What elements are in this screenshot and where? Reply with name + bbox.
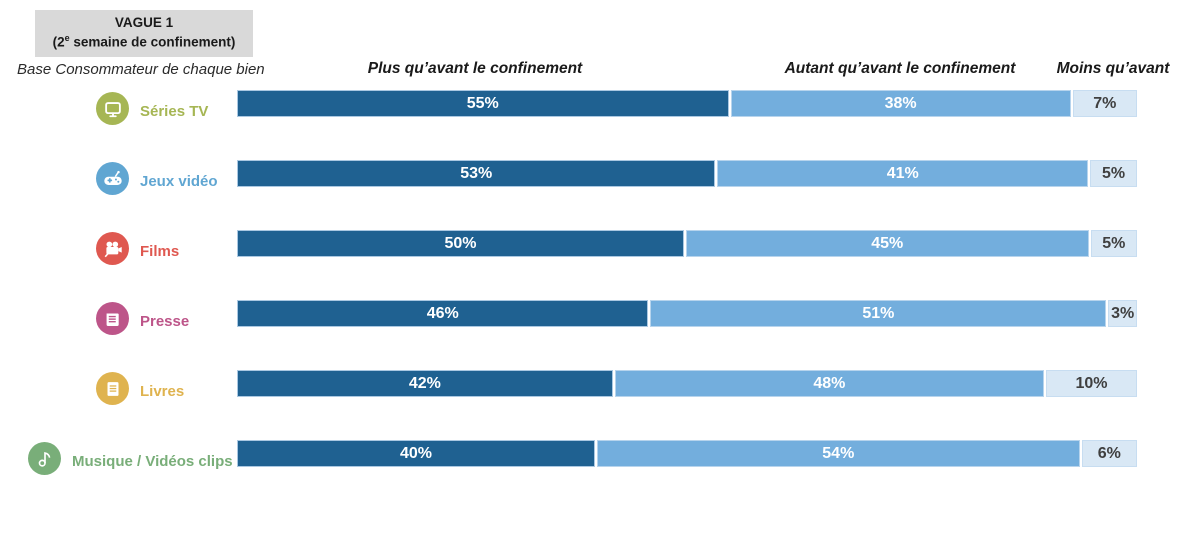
tv-icon [96, 92, 129, 125]
bar-segment-plus: 46% [237, 300, 649, 327]
category-label-group: Presse [96, 302, 189, 335]
chart-row: Musique / Vidéos clips 40% 54% 6% [0, 440, 1200, 510]
base-note: Base Consommateur de chaque bien [17, 61, 265, 78]
chart-rows: Séries TV 55% 38% 7% Jeux vidéo 53% 41% 5% Films… [0, 90, 1200, 510]
bar-segment-plus: 42% [237, 370, 613, 397]
bar-segment-moins: 10% [1046, 370, 1137, 397]
category-label-group: Livres [96, 372, 184, 405]
chart-row: Presse 46% 51% 3% [0, 300, 1200, 370]
bar-segment-plus: 55% [237, 90, 729, 117]
wave-title-line1: VAGUE 1 [114, 15, 174, 30]
bar-segment-autant: 48% [614, 370, 1044, 397]
column-header-plus: Plus qu’avant le confinement [367, 60, 583, 77]
category-label: Films [140, 243, 180, 260]
stacked-bar: 46% 51% 3% [237, 300, 1138, 327]
stacked-bar: 40% 54% 6% [237, 440, 1137, 467]
column-header-moins: Moins qu’avant [1056, 60, 1170, 77]
newspaper-icon [96, 302, 129, 335]
bar-segment-moins: 6% [1081, 440, 1137, 467]
bar-segment-autant: 38% [730, 90, 1071, 117]
column-header-autant: Autant qu’avant le confinement [784, 60, 1016, 77]
bar-segment-autant: 41% [717, 160, 1089, 187]
chart-row: Films 50% 45% 5% [0, 230, 1200, 300]
bar-segment-autant: 51% [650, 300, 1107, 327]
category-label: Livres [140, 383, 185, 400]
bar-segment-moins: 3% [1108, 300, 1138, 327]
bar-segment-plus: 53% [237, 160, 716, 187]
stacked-bar: 53% 41% 5% [237, 160, 1137, 187]
category-label: Musique / Vidéos clips [72, 453, 233, 470]
category-label-group: Musique / Vidéos clips [28, 442, 233, 475]
category-label-group: Jeux vidéo [96, 162, 218, 195]
music-note-icon [28, 442, 61, 475]
stacked-bar: 50% 45% 5% [237, 230, 1137, 257]
bar-segment-plus: 50% [237, 230, 684, 257]
superscript-e: e [64, 33, 70, 44]
bar-segment-moins: 5% [1090, 160, 1137, 187]
stacked-bar: 42% 48% 10% [237, 370, 1137, 397]
bar-segment-autant: 45% [686, 230, 1089, 257]
bar-segment-moins: 7% [1072, 90, 1137, 117]
wave-title-box: VAGUE 1 (2e semaine de confinement) [35, 10, 253, 57]
gamepad-icon [96, 162, 129, 195]
chart-row: Jeux vidéo 53% 41% 5% [0, 160, 1200, 230]
category-label: Jeux vidéo [140, 173, 218, 190]
category-label: Presse [140, 313, 190, 330]
film-camera-icon [96, 232, 129, 265]
bar-segment-plus: 40% [237, 440, 595, 467]
book-icon [96, 372, 129, 405]
chart-row: Livres 42% 48% 10% [0, 370, 1200, 440]
chart-row: Séries TV 55% 38% 7% [0, 90, 1200, 160]
stacked-bar: 55% 38% 7% [237, 90, 1137, 117]
category-label-group: Films [96, 232, 179, 265]
wave-title-line2: (2e semaine de confinement) [52, 33, 236, 50]
category-label: Séries TV [140, 103, 209, 120]
category-label-group: Séries TV [96, 92, 208, 125]
bar-segment-autant: 54% [597, 440, 1080, 467]
bar-segment-moins: 5% [1090, 230, 1137, 257]
